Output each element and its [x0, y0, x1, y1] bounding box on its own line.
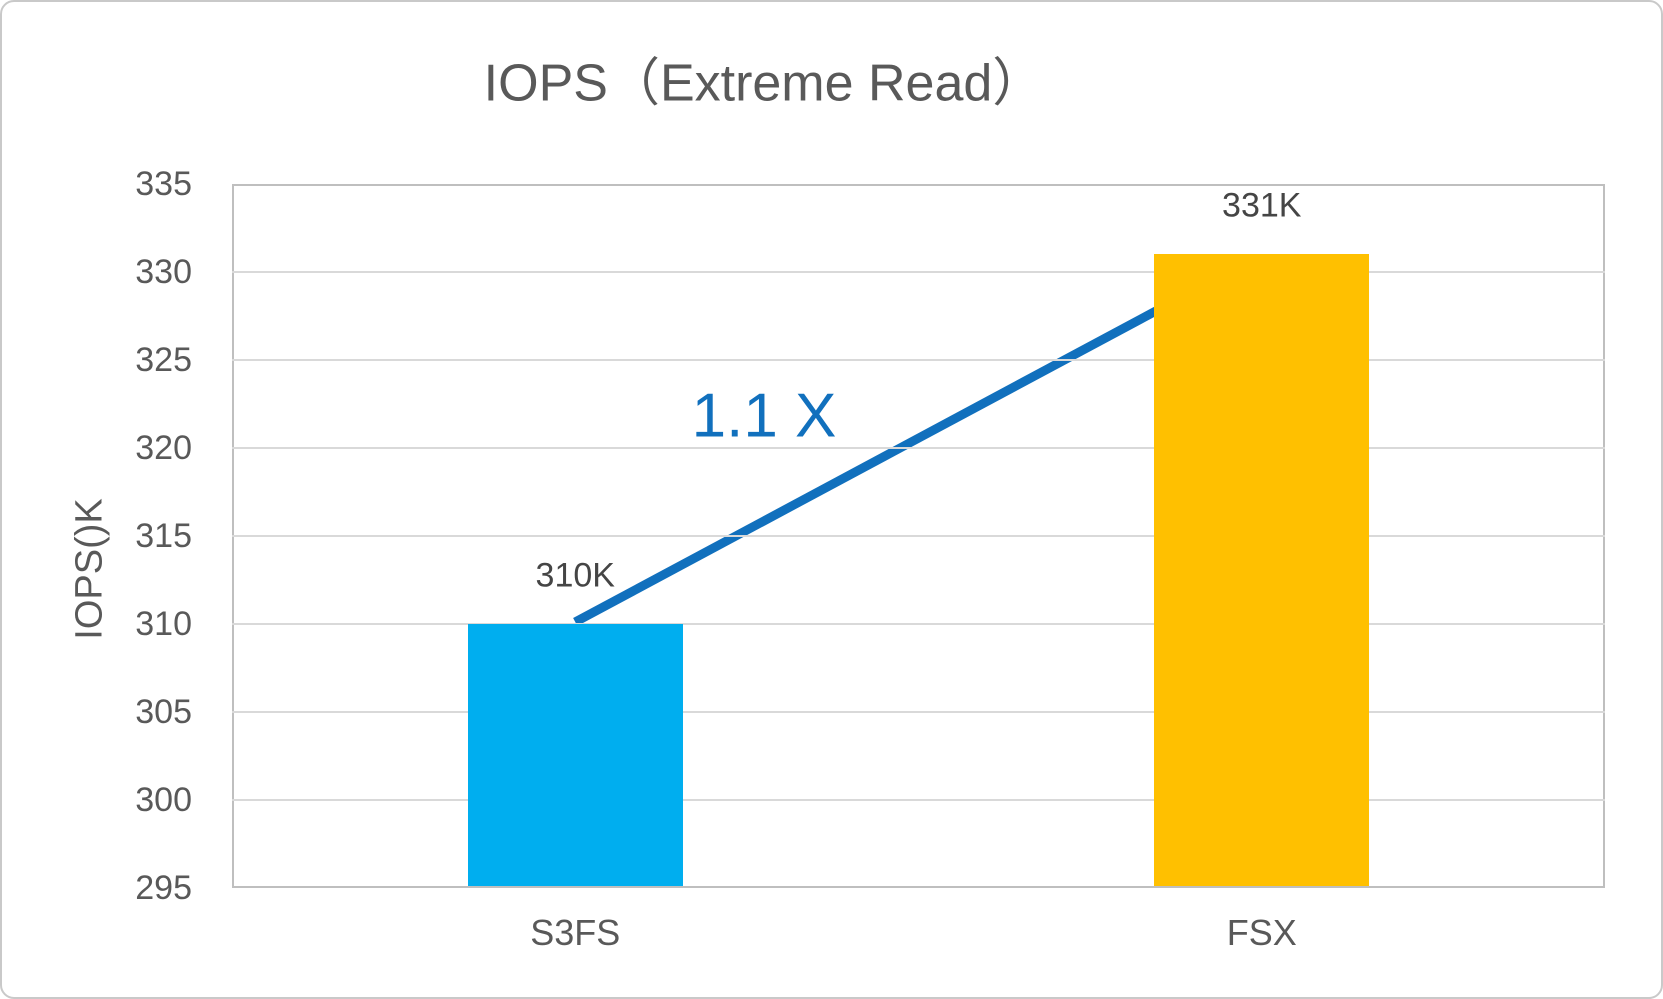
y-tick-label-295: 295 — [135, 869, 192, 907]
plot-area — [232, 184, 1605, 888]
x-axis-label-s3fs: S3FS — [530, 912, 621, 953]
x-axis-label-fsx: FSX — [1226, 912, 1297, 953]
y-tick-label-330: 330 — [135, 253, 192, 291]
multiplier-annotation: 1.1 X — [691, 381, 837, 451]
y-tick-label-315: 315 — [135, 517, 192, 555]
y-tick-label-300: 300 — [135, 781, 192, 819]
bar-fsx — [1154, 254, 1370, 886]
value-label-s3fs: 310K — [535, 556, 615, 595]
y-tick-label-325: 325 — [135, 341, 192, 379]
chart-title: IOPS（Extreme Read） — [483, 54, 1045, 113]
y-tick-label-310: 310 — [135, 605, 192, 643]
bar-s3fs — [467, 624, 683, 886]
y-tick-label-320: 320 — [135, 429, 192, 467]
value-label-fsx: 331K — [1222, 186, 1302, 225]
y-tick-label-305: 305 — [135, 693, 192, 731]
y-tick-label-335: 335 — [135, 165, 192, 203]
